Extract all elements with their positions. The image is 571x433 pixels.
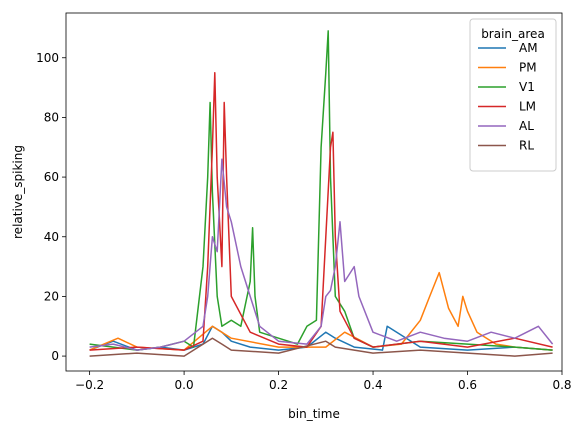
legend-title: brain_area — [481, 27, 545, 41]
x-tick-label: 0.4 — [364, 378, 383, 392]
legend-label-rl: RL — [519, 139, 534, 153]
series-line-rl — [89, 337, 553, 357]
y-tick-label: 80 — [44, 110, 59, 124]
x-tick-label: 0.6 — [458, 378, 477, 392]
x-axis-label: bin_time — [288, 407, 340, 421]
series-line-lm — [89, 71, 553, 351]
legend-entries: AM PM V1 LM AL RL — [478, 41, 538, 153]
legend-box — [469, 18, 557, 172]
legend: brain_area AM PM V1 LM AL RL — [469, 18, 557, 172]
x-tick-label: 0.8 — [552, 378, 571, 392]
legend-label-lm: LM — [519, 100, 536, 114]
y-tick-label: 20 — [44, 289, 59, 303]
legend-label-al: AL — [519, 119, 534, 133]
legend-label-pm: PM — [519, 61, 537, 75]
y-axis-label: relative_spiking — [11, 145, 25, 239]
legend-label-v1: V1 — [519, 80, 535, 94]
y-tick-label: 100 — [36, 51, 59, 65]
x-tick-label: 0.2 — [269, 378, 288, 392]
plot-frame — [65, 12, 563, 372]
x-tick-label: 0.0 — [175, 378, 194, 392]
x-axis-ticks: −0.2 0.0 0.2 0.4 0.6 0.8 — [75, 371, 571, 392]
series-line-v1 — [89, 30, 553, 351]
series-layer — [89, 30, 554, 357]
series-line-pm — [89, 271, 553, 351]
y-tick-label: 0 — [51, 349, 59, 363]
legend-label-am: AM — [519, 41, 538, 55]
y-axis-ticks: 0 20 40 60 80 100 — [36, 51, 66, 363]
x-tick-label: −0.2 — [75, 378, 104, 392]
y-tick-label: 40 — [44, 230, 59, 244]
series-line-am — [89, 325, 553, 351]
y-tick-label: 60 — [44, 170, 59, 184]
series-line-al — [89, 158, 554, 351]
